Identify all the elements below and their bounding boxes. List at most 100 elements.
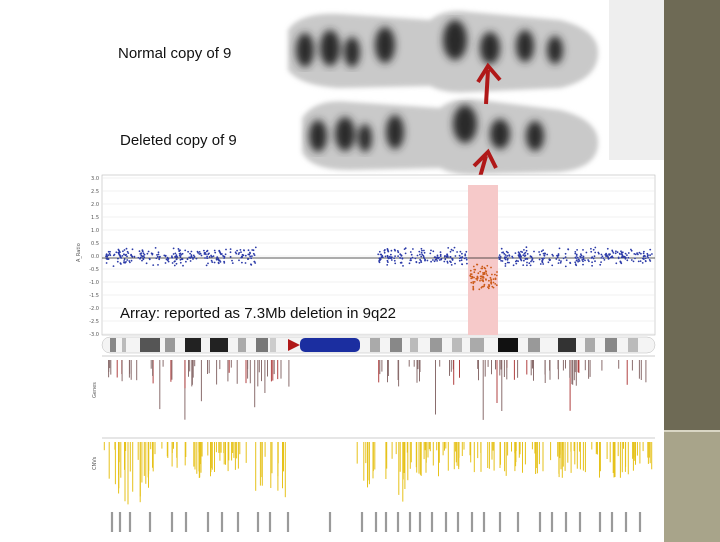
probe-point — [461, 252, 463, 255]
probe-point — [197, 252, 200, 254]
probe-point — [470, 277, 473, 280]
probe-point — [594, 246, 597, 249]
probe-point — [447, 247, 450, 249]
probe-point — [592, 248, 595, 251]
probe-point — [454, 262, 456, 265]
probe-point — [575, 253, 578, 256]
probe-point — [195, 257, 198, 260]
probe-point — [400, 262, 403, 264]
probe-point — [177, 248, 180, 250]
y-tick-label: 2.0 — [91, 202, 99, 208]
y-tick-label: -1.5 — [89, 293, 99, 299]
probe-point — [424, 259, 426, 262]
probe-point — [108, 252, 111, 255]
probe-point — [436, 254, 439, 257]
probe-point — [219, 261, 222, 263]
probe-point — [180, 258, 183, 261]
probe-point — [473, 271, 476, 274]
probe-point — [208, 252, 210, 255]
probe-point — [243, 249, 246, 252]
probe-point — [601, 255, 604, 258]
probe-point — [254, 262, 257, 264]
y-tick-label: 1.0 — [91, 228, 99, 234]
probe-point — [472, 287, 475, 290]
probe-point — [140, 252, 143, 255]
probe-point — [506, 258, 509, 260]
probe-point — [458, 254, 461, 257]
probe-point — [402, 265, 404, 267]
probe-point — [484, 267, 487, 270]
probe-point — [483, 283, 486, 286]
probe-point — [471, 275, 474, 278]
probe-point — [180, 253, 183, 256]
probe-point — [130, 255, 133, 257]
probe-point — [139, 257, 141, 260]
probe-point — [242, 254, 245, 257]
probe-point — [378, 261, 381, 264]
probe-point — [247, 253, 250, 256]
probe-point — [223, 255, 225, 258]
probe-point — [123, 253, 125, 256]
probe-point — [466, 262, 468, 265]
deleted-copy-label: Deleted copy of 9 — [120, 132, 237, 149]
probe-point — [543, 257, 545, 260]
probe-point — [423, 251, 426, 254]
probe-point — [481, 267, 484, 270]
probe-point — [126, 255, 128, 258]
probe-point — [123, 249, 126, 251]
probe-point — [389, 255, 391, 258]
probe-point — [204, 257, 206, 259]
probe-point — [498, 254, 501, 256]
probe-point — [244, 254, 247, 257]
probe-point — [649, 260, 652, 262]
probe-point — [506, 255, 509, 257]
probe-point — [511, 255, 514, 258]
probe-point — [496, 271, 498, 273]
probe-point — [179, 258, 182, 261]
probe-point — [420, 247, 423, 250]
probe-point — [490, 280, 492, 282]
probe-point — [393, 259, 396, 262]
probe-point — [454, 255, 457, 257]
probe-point — [492, 281, 495, 284]
probe-point — [120, 263, 122, 265]
probe-point — [520, 255, 522, 258]
probe-point — [495, 274, 498, 277]
probe-point — [567, 248, 570, 251]
array-result-label: Array: reported as 7.3Mb deletion in 9q2… — [120, 305, 396, 322]
probe-point — [508, 254, 511, 257]
probe-point — [526, 261, 528, 264]
probe-point — [192, 258, 194, 260]
probe-point — [174, 255, 177, 258]
probe-point — [190, 256, 192, 259]
probe-point — [138, 250, 141, 253]
probe-point — [469, 269, 472, 272]
probe-point — [120, 257, 123, 259]
probe-point — [637, 260, 640, 263]
probe-point — [582, 249, 584, 251]
probe-point — [541, 257, 544, 260]
probe-point — [182, 264, 184, 267]
probe-point — [426, 259, 429, 262]
probe-point — [557, 262, 560, 264]
probe-point — [552, 255, 554, 257]
probe-point — [644, 260, 647, 263]
probe-point — [481, 285, 484, 288]
probe-point — [238, 259, 240, 262]
probe-point — [591, 264, 593, 267]
probe-point — [176, 256, 179, 258]
probe-point — [590, 250, 593, 253]
probe-point — [504, 265, 507, 267]
probe-point — [600, 253, 603, 256]
probe-point — [459, 250, 462, 253]
probe-point — [490, 282, 493, 285]
probe-point — [626, 259, 629, 262]
probe-point — [225, 248, 227, 251]
probe-point — [472, 265, 475, 268]
probe-point — [203, 253, 206, 255]
probe-point — [124, 254, 127, 257]
probe-point — [482, 276, 485, 278]
probe-point — [378, 250, 381, 253]
probe-point — [480, 275, 483, 278]
